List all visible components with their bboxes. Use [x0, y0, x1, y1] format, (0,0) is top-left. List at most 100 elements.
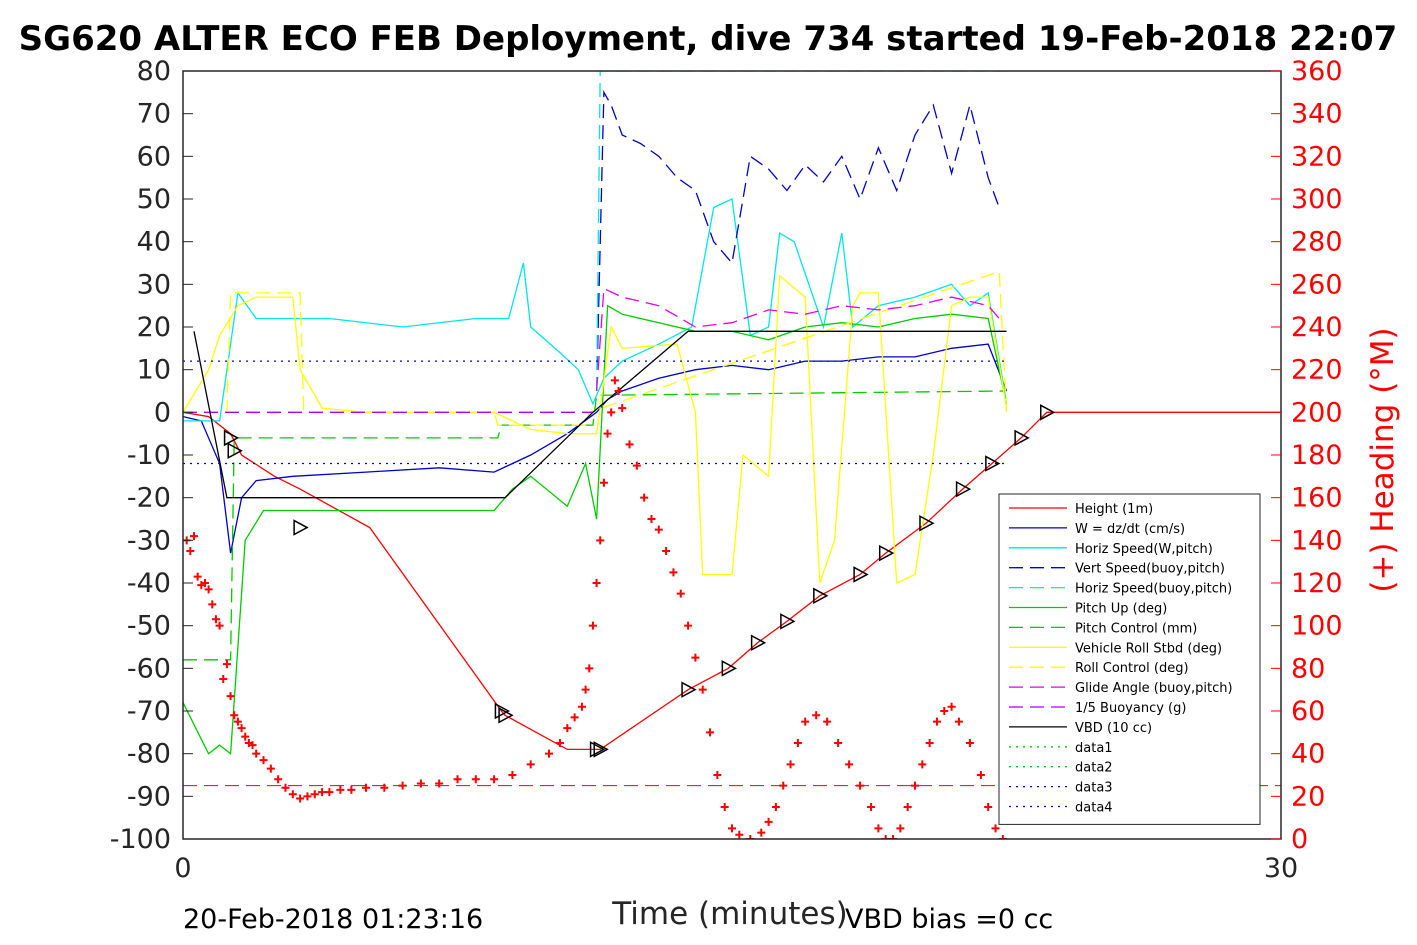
footer-timestamp: 20-Feb-2018 01:23:16	[183, 904, 483, 935]
legend-entry: Vert Speed(buoy,pitch)	[1075, 562, 1225, 577]
heading-point	[526, 760, 535, 769]
y-right-tick-label: 340	[1291, 99, 1343, 130]
legend-entry: Horiz Speed(W,pitch)	[1075, 542, 1213, 557]
heading-point	[720, 803, 729, 811]
y-left-tick-label: -40	[127, 568, 171, 599]
triangle-marker	[1040, 404, 1056, 421]
heading-point	[735, 830, 744, 839]
heading-point	[599, 478, 608, 487]
y-right-tick-label: 220	[1291, 355, 1343, 386]
y-right-tick-label: 0	[1291, 824, 1308, 855]
heading-point	[204, 585, 213, 594]
heading-point	[856, 781, 865, 790]
heading-point	[581, 685, 590, 694]
heading-point	[241, 732, 250, 741]
heading-point	[947, 702, 956, 711]
heading-point	[618, 404, 627, 413]
heading-point	[252, 749, 261, 758]
heading-point	[274, 775, 283, 784]
heading-point	[654, 525, 663, 534]
heading-point	[911, 781, 919, 790]
heading-point	[555, 739, 564, 747]
series-group	[183, 71, 1281, 839]
heading-point	[585, 664, 594, 673]
heading-point	[435, 779, 444, 788]
heading-point	[823, 717, 832, 726]
heading-point	[607, 408, 616, 417]
heading-point	[288, 790, 297, 799]
x-tick-label: 0	[174, 853, 191, 884]
legend-entry: Roll Control (deg)	[1075, 661, 1189, 676]
heading-point	[471, 775, 480, 784]
heading-point	[918, 760, 927, 769]
legend-entry: W = dz/dt (cm/s)	[1075, 522, 1185, 537]
heading-point	[296, 794, 305, 803]
y-right-tick-label: 300	[1291, 184, 1343, 215]
y-left-tick-label: -80	[127, 739, 171, 770]
heading-point	[318, 788, 327, 797]
y-right-tick-label: 320	[1291, 141, 1343, 172]
heading-point	[398, 781, 407, 790]
heading-point	[233, 717, 242, 726]
heading-point	[588, 621, 597, 630]
triangle-marker	[878, 544, 895, 562]
heading-point	[266, 764, 275, 773]
y-left-tick-label: -10	[127, 440, 171, 471]
triangle-marker	[494, 702, 511, 720]
legend-entry: Pitch Up (deg)	[1075, 602, 1167, 617]
heading-point	[325, 788, 334, 797]
triangle-marker	[813, 587, 829, 605]
legend-entry: Vehicle Roll Stbd (deg)	[1075, 641, 1222, 656]
heading-point	[563, 724, 572, 733]
heading-point	[874, 824, 883, 833]
y-right-tick-label: 120	[1291, 568, 1343, 599]
series-line-4	[595, 71, 1007, 392]
heading-point	[219, 675, 228, 683]
heading-point	[669, 568, 678, 577]
y-right-tick-label: 240	[1291, 312, 1343, 343]
heading-point	[834, 739, 843, 747]
y-left-tick-label: 70	[137, 99, 171, 130]
heading-point	[932, 717, 941, 726]
heading-point	[991, 824, 1000, 833]
heading-point	[771, 803, 780, 811]
heading-point	[211, 615, 220, 624]
heading-point	[610, 376, 619, 385]
y-left-tick-label: 40	[137, 227, 171, 258]
x-tick-label: 30	[1264, 853, 1298, 884]
heading-point	[362, 783, 370, 792]
y-left-tick-label: -100	[110, 824, 171, 855]
heading-point	[200, 579, 209, 587]
triangle-marker	[589, 741, 606, 758]
heading-point	[640, 493, 649, 502]
heading-point	[698, 685, 707, 694]
heading-point	[965, 739, 974, 747]
heading-point	[786, 760, 795, 769]
y-left-tick-label: -30	[127, 525, 171, 556]
y-axis-right-label: (+) Heading (°M)	[1365, 327, 1401, 592]
footer-vbd-bias: VBD bias =0 cc	[845, 904, 1053, 935]
triangle-marker	[985, 455, 1001, 472]
heading-point	[764, 817, 773, 826]
heading-point	[310, 790, 319, 799]
heading-point	[193, 572, 202, 581]
heading-point	[998, 835, 1007, 839]
legend-entry: data4	[1075, 801, 1113, 816]
y-left-tick-label: 10	[137, 355, 171, 386]
heading-point	[490, 775, 499, 784]
triangle-marker	[681, 681, 697, 698]
triangle-marker	[498, 707, 514, 724]
legend-entry: Horiz Speed(buoy,pitch)	[1075, 582, 1232, 597]
heading-point	[570, 713, 579, 722]
heading-point	[603, 429, 612, 438]
heading-point	[728, 824, 736, 833]
heading-point	[757, 828, 766, 837]
heading-point	[684, 621, 693, 630]
triangle-marker	[919, 515, 935, 532]
legend-box	[998, 493, 1261, 825]
heading-point	[380, 783, 389, 792]
y-right-tick-label: 260	[1291, 269, 1343, 300]
heading-point	[940, 707, 949, 715]
legend-entry: Glide Angle (buoy,pitch)	[1075, 681, 1233, 696]
y-right-tick-label: 180	[1291, 440, 1343, 471]
